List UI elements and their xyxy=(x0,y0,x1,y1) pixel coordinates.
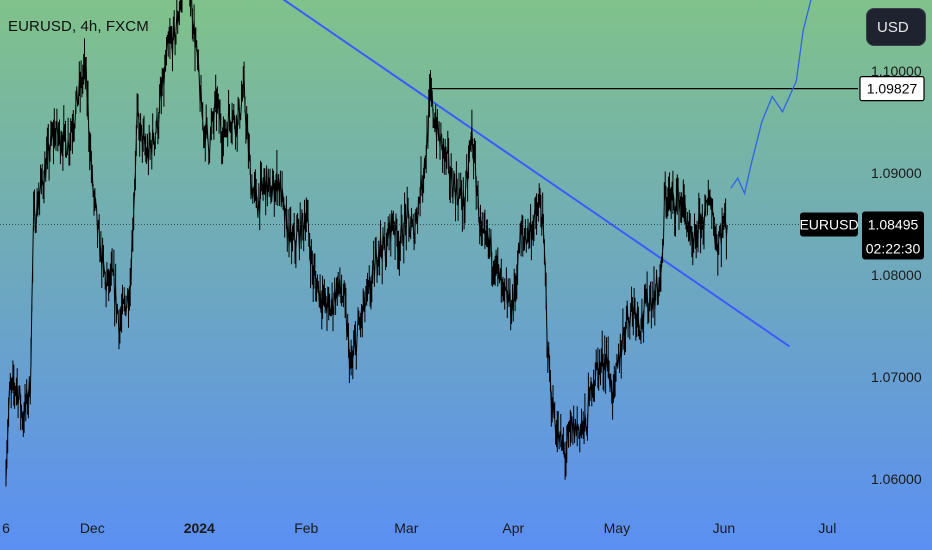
currency-button[interactable]: USD xyxy=(866,8,926,46)
y-tick-label: 1.06000 xyxy=(871,471,922,487)
symbol-badge-box xyxy=(800,212,858,237)
x-tick-label: Mar xyxy=(394,520,418,536)
trendline xyxy=(282,0,790,348)
x-tick-label: Dec xyxy=(80,520,105,536)
x-tick-label: 2024 xyxy=(184,520,215,536)
symbol-title: EURUSD, 4h, FXCM xyxy=(8,18,149,35)
x-tick-label: 6 xyxy=(2,520,10,536)
x-tick-label: May xyxy=(604,520,630,536)
projection-path xyxy=(730,0,812,196)
x-tick-label: Jul xyxy=(818,520,836,536)
price-badge-text: 1.08495 xyxy=(868,217,919,233)
y-tick-label: 1.09000 xyxy=(871,165,922,181)
x-tick-label: Apr xyxy=(502,520,524,536)
price-series xyxy=(5,0,728,487)
price-badge-box xyxy=(862,211,924,260)
symbol-badge-text: EURUSD xyxy=(799,217,858,233)
last-price-badge: EURUSD 1.08495 02:22:30 xyxy=(799,211,924,260)
countdown-text: 02:22:30 xyxy=(866,241,921,257)
level-label-2-text: 1.09827 xyxy=(867,81,918,97)
x-tick-label: Jun xyxy=(713,520,736,536)
level-label-2: 1.09827 xyxy=(859,76,925,102)
y-tick-label: 1.07000 xyxy=(871,369,922,385)
x-tick-label: Feb xyxy=(294,520,318,536)
level-label-2-box xyxy=(859,76,925,102)
y-tick-label: 1.10000 xyxy=(871,63,922,79)
y-tick-label: 1.08000 xyxy=(871,267,922,283)
